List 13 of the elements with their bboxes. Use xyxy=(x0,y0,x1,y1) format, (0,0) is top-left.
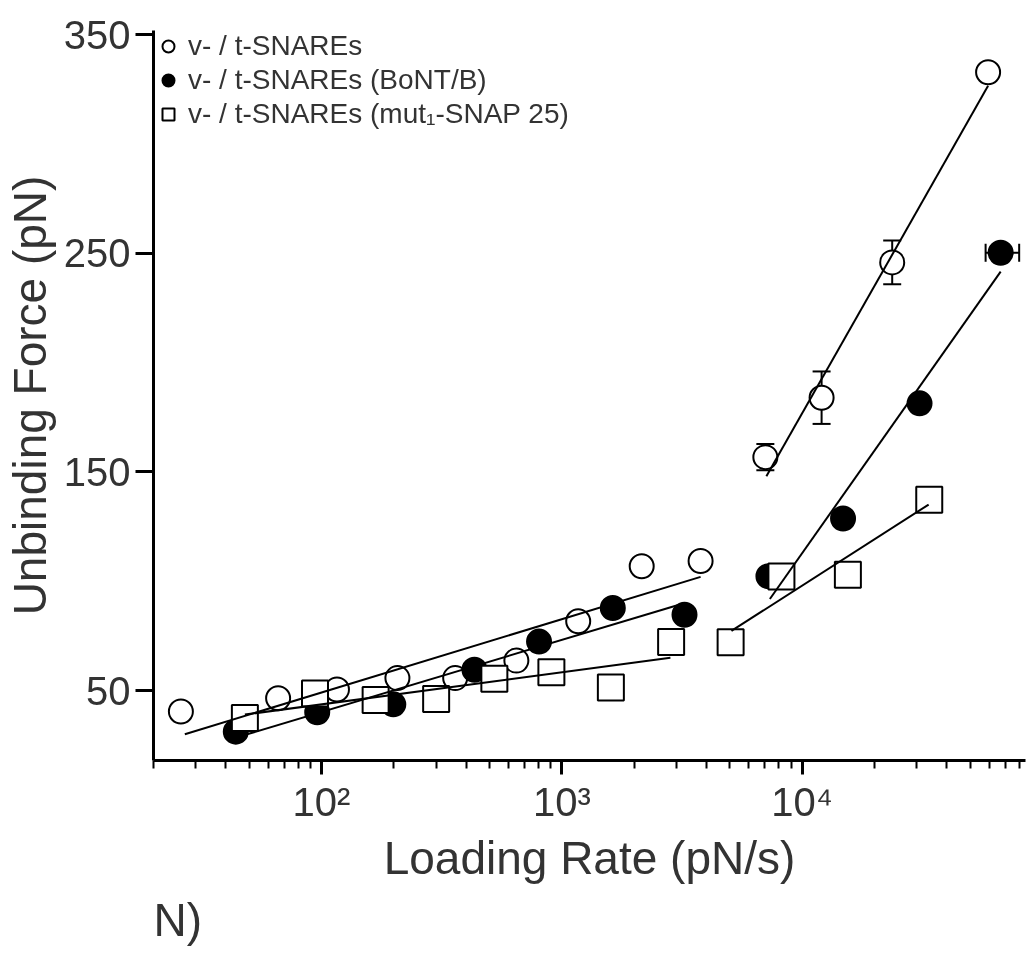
legend-label: v- / t-SNAREs (mut₁-SNAP 25) xyxy=(188,98,569,130)
y-tick-label: 50 xyxy=(86,668,131,713)
x-tick-label: 10⁴ xyxy=(771,779,833,824)
x-axis-title: Loading Rate (pN/s) xyxy=(383,831,796,884)
y-tick-label: 150 xyxy=(63,450,131,494)
y-tick-label: 350 xyxy=(63,12,131,57)
text: N) xyxy=(153,893,203,946)
x-tick-label: 10² xyxy=(292,779,351,824)
legend-label: v- / t-SNAREs xyxy=(188,30,363,62)
y-axis-title: Unbinding Force (pN) xyxy=(3,175,56,616)
legend-label: v- / t-SNAREs (BoNT/B) xyxy=(188,64,487,96)
y-tick-label: 250 xyxy=(63,231,131,276)
x-tick-label: 10³ xyxy=(532,779,591,824)
